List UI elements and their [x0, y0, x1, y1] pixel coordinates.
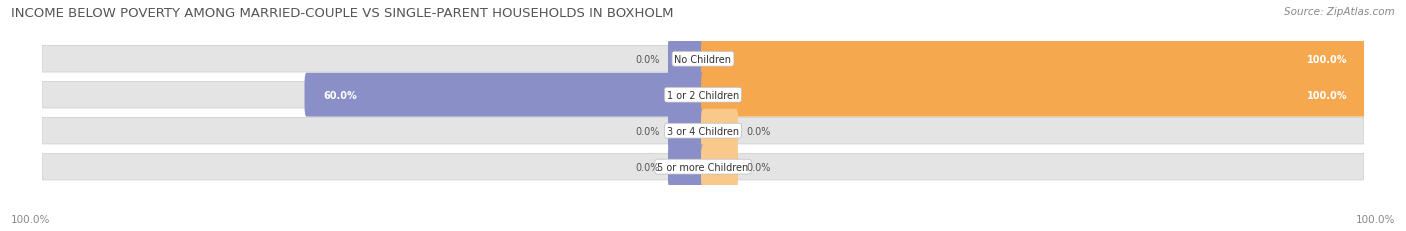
FancyBboxPatch shape: [702, 145, 738, 189]
FancyBboxPatch shape: [668, 145, 704, 189]
FancyBboxPatch shape: [702, 73, 1365, 117]
Text: 1 or 2 Children: 1 or 2 Children: [666, 90, 740, 100]
FancyBboxPatch shape: [702, 38, 1365, 81]
Text: 3 or 4 Children: 3 or 4 Children: [666, 126, 740, 136]
Text: 0.0%: 0.0%: [636, 126, 659, 136]
Text: 5 or more Children: 5 or more Children: [658, 162, 748, 172]
FancyBboxPatch shape: [42, 154, 1364, 180]
Text: 100.0%: 100.0%: [1306, 90, 1347, 100]
Text: 0.0%: 0.0%: [636, 55, 659, 64]
Text: 100.0%: 100.0%: [1306, 55, 1347, 64]
Text: No Children: No Children: [675, 55, 731, 64]
Text: 0.0%: 0.0%: [747, 126, 770, 136]
FancyBboxPatch shape: [42, 82, 1364, 109]
Text: 0.0%: 0.0%: [747, 162, 770, 172]
FancyBboxPatch shape: [305, 73, 704, 117]
Text: 60.0%: 60.0%: [323, 90, 357, 100]
Text: INCOME BELOW POVERTY AMONG MARRIED-COUPLE VS SINGLE-PARENT HOUSEHOLDS IN BOXHOLM: INCOME BELOW POVERTY AMONG MARRIED-COUPL…: [11, 7, 673, 20]
Text: 100.0%: 100.0%: [11, 214, 51, 224]
Text: Source: ZipAtlas.com: Source: ZipAtlas.com: [1284, 7, 1395, 17]
FancyBboxPatch shape: [42, 46, 1364, 73]
FancyBboxPatch shape: [702, 109, 738, 153]
Text: 100.0%: 100.0%: [1355, 214, 1395, 224]
FancyBboxPatch shape: [42, 118, 1364, 144]
FancyBboxPatch shape: [668, 38, 704, 81]
Text: 0.0%: 0.0%: [636, 162, 659, 172]
FancyBboxPatch shape: [668, 109, 704, 153]
